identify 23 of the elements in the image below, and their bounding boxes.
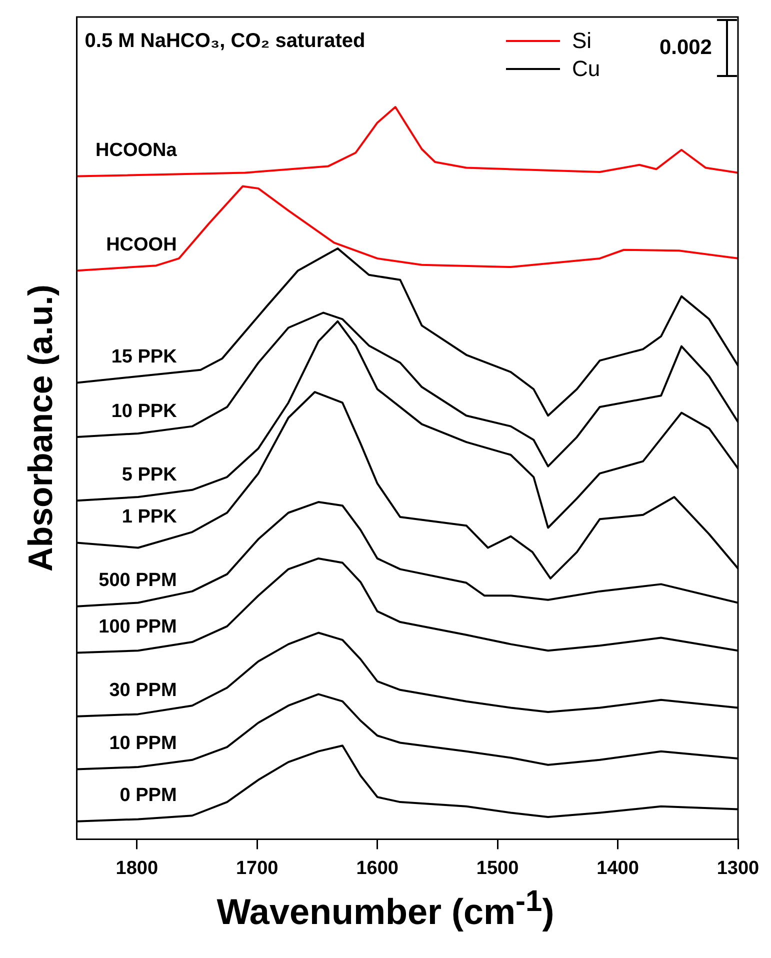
x-tick-label: 1500 xyxy=(476,858,519,879)
series-label: 10 PPK xyxy=(111,400,178,422)
series-label: HCOOH xyxy=(106,234,177,256)
series-label: 500 PPM xyxy=(98,570,177,592)
x-tick-label: 1800 xyxy=(116,858,158,879)
y-axis-title: Absorbance (a.u.) xyxy=(22,284,60,572)
text: Cu xyxy=(572,56,600,82)
x-tick-label: 1400 xyxy=(596,858,639,879)
text: 0.002 xyxy=(659,36,712,60)
x-tick-label: 1600 xyxy=(356,858,398,879)
x-tick-label: 1700 xyxy=(236,858,278,879)
text: Si xyxy=(572,28,592,54)
x-tick-label: 1300 xyxy=(716,858,760,879)
x-axis-title: Wavenumber (cm$^{-1}$) xyxy=(216,885,556,933)
series-label: 5 PPK xyxy=(122,464,178,486)
series-label: 1 PPK xyxy=(122,506,178,528)
series-label: 10 PPM xyxy=(109,732,177,754)
series-label: 15 PPK xyxy=(111,346,178,368)
series-label: HCOONa xyxy=(96,140,178,162)
series-label: 100 PPM xyxy=(98,616,177,638)
series-label: 0 PPM xyxy=(120,785,177,806)
series-label: 30 PPM xyxy=(109,680,177,702)
chart-title: 0.5 M NaHCO₃, CO₂ saturated xyxy=(84,30,366,52)
